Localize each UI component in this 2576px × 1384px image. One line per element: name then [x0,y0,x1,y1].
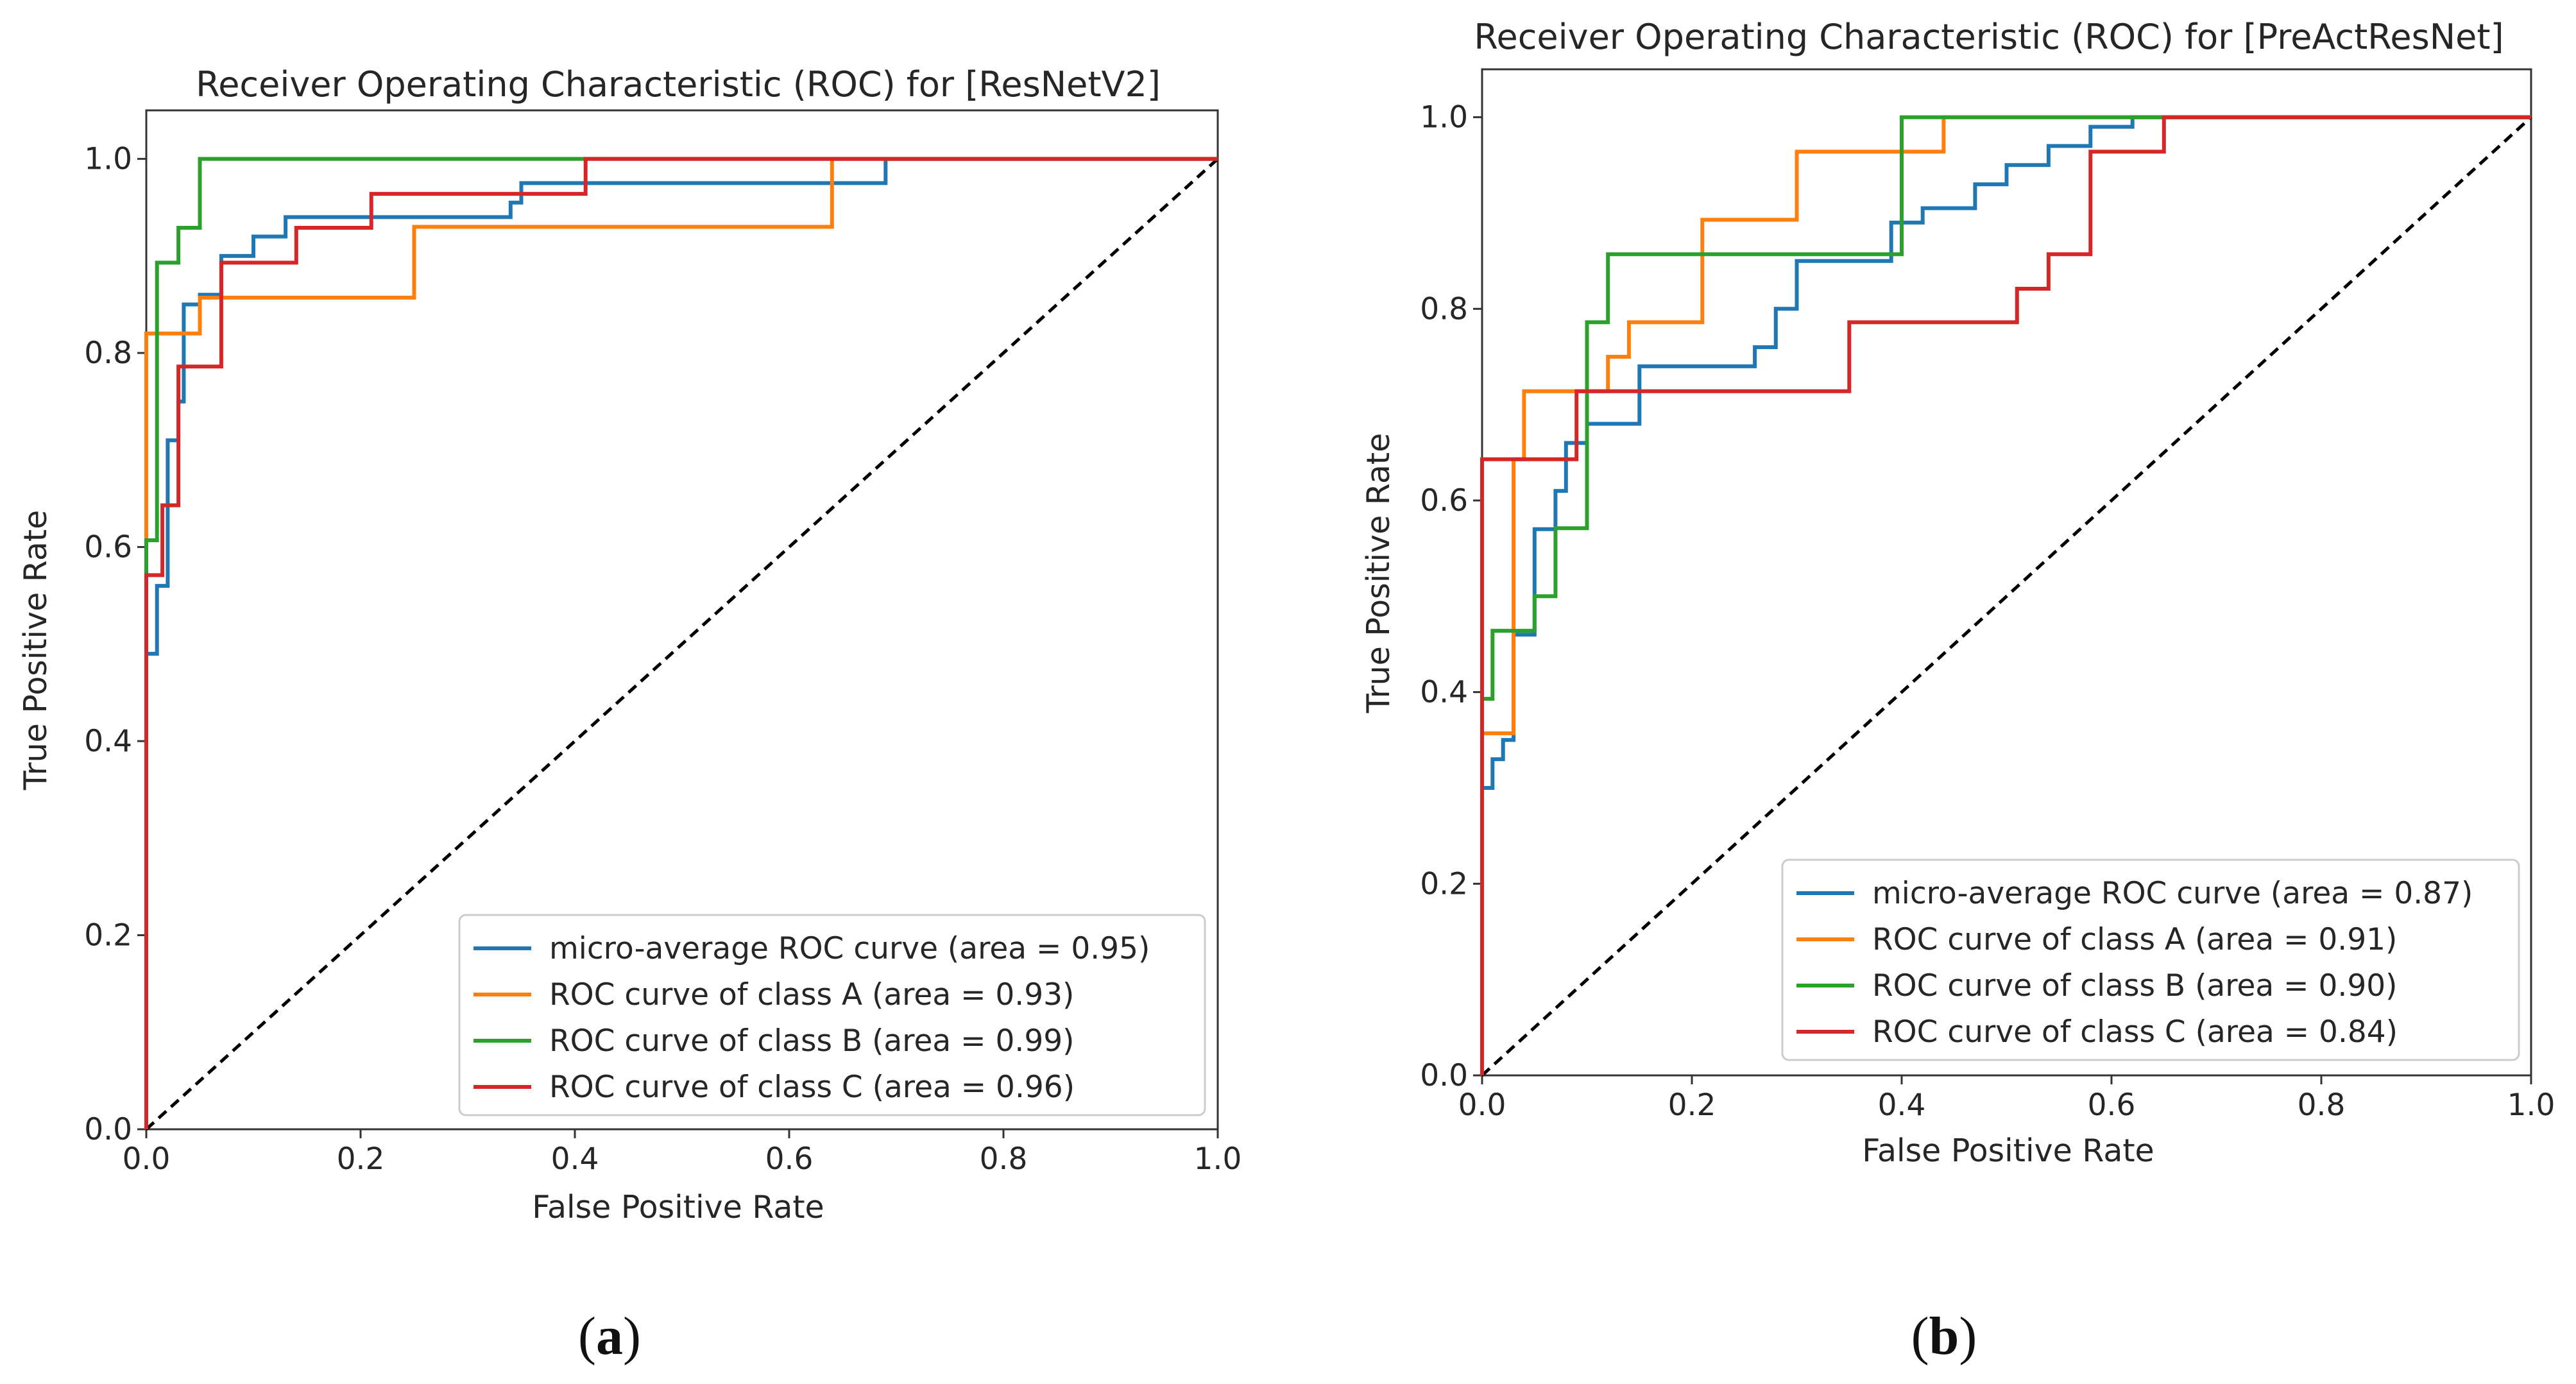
panel-caption-a: (a) [578,1306,641,1366]
x-tick-label: 0.0 [123,1141,171,1177]
chart-panel-a: Receiver Operating Characteristic (ROC) … [17,64,1241,1366]
legend: micro-average ROC curve (area = 0.95) ROC… [458,914,1206,1116]
x-tick-label: 0.8 [2298,1088,2346,1123]
roc-curve-class-a [144,157,1218,1129]
legend-entry: ROC curve of class C (area = 0.96) [549,1070,1075,1105]
y-tick-label: 0.6 [1420,483,1468,518]
y-tick-label: 0.8 [84,336,132,371]
legend-entry: ROC curve of class C (area = 0.84) [1872,1014,2398,1050]
x-tick-label: 1.0 [2507,1088,2555,1123]
roc-curve-class-c [144,157,1218,1129]
x-tick-label: 0.6 [765,1141,814,1177]
y-tick-label: 0.4 [84,724,132,759]
y-axis-label: True Positive Rate [1360,433,1397,713]
plot-area: 0.0 0.2 0.4 0.6 0.8 1.0 0.0 0.2 0.4 0.6 0.8 1.0 micr… [84,109,1242,1177]
roc-curve-class-b [144,157,1218,1129]
roc-curve-class-c [1480,115,2531,1075]
chart-panel-b: Receiver Operating Characteristic (ROC) … [1360,17,2555,1366]
x-tick-label: 0.2 [1668,1088,1716,1123]
legend: micro-average ROC curve (area = 0.87) ROC… [1781,859,2520,1061]
roc-curve-class-a [1480,115,2531,1075]
x-tick-label: 0.2 [337,1141,385,1177]
y-axis-label: True Positive Rate [17,510,54,790]
legend-box [458,914,1206,1116]
legend-entry: micro-average ROC curve (area = 0.95) [549,931,1150,966]
y-tick-label: 1.0 [1420,100,1468,135]
x-tick-label: 0.6 [2088,1088,2136,1123]
panel-caption-b: (b) [1911,1306,1977,1366]
y-tick-label: 0.8 [1420,291,1468,327]
plot-area: 0.0 0.2 0.4 0.6 0.8 1.0 0.0 0.2 0.4 0.6 0.8 1.0 micr… [1420,68,2555,1123]
chance-diagonal-line [1481,115,2532,1077]
legend-entry: ROC curve of class B (area = 0.90) [1872,968,2397,1004]
y-tick-label: 0.6 [84,530,132,565]
legend-entry: ROC curve of class B (area = 0.99) [549,1023,1074,1059]
chance-diagonal-line [145,157,1219,1131]
x-tick-label: 1.0 [1194,1141,1242,1177]
chart-title: Receiver Operating Characteristic (ROC) … [196,64,1161,105]
y-tick-label: 0.0 [84,1112,132,1147]
legend-entry: ROC curve of class A (area = 0.93) [549,977,1074,1012]
legend-box [1781,859,2520,1061]
x-tick-label: 0.8 [980,1141,1028,1177]
x-tick-label: 0.0 [1458,1088,1506,1123]
y-tick-label: 0.4 [1420,675,1468,710]
roc-curve-class-b [1480,115,2531,1075]
x-tick-label: 0.4 [551,1141,599,1177]
y-tick-label: 0.2 [1420,866,1468,901]
legend-entry: micro-average ROC curve (area = 0.87) [1872,876,2473,911]
x-axis-label: False Positive Rate [1862,1132,2154,1169]
x-axis-label: False Positive Rate [532,1189,824,1226]
chart-title: Receiver Operating Characteristic (ROC) … [1474,17,2503,57]
y-tick-label: 0.2 [84,918,132,953]
y-tick-label: 1.0 [84,142,132,177]
x-tick-label: 0.4 [1878,1088,1926,1123]
legend-entry: ROC curve of class A (area = 0.91) [1872,922,2397,957]
y-tick-label: 0.0 [1420,1058,1468,1093]
